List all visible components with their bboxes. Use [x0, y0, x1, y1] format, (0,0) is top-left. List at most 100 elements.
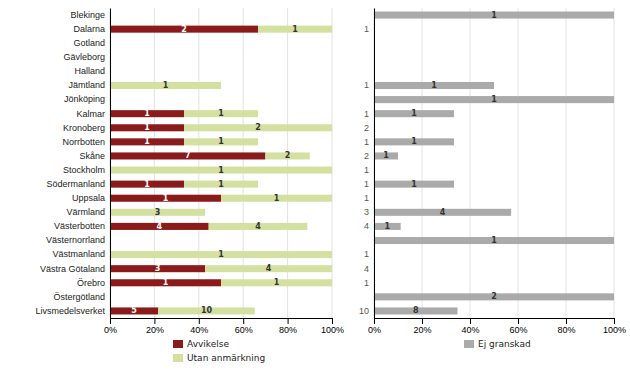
y-tick: 1	[364, 80, 374, 90]
tick-label: 60%	[509, 325, 527, 335]
bar	[221, 195, 332, 202]
y-tick: Jämtland	[68, 80, 110, 90]
bar	[374, 237, 614, 244]
tick-label: Skåne	[79, 151, 105, 161]
y-axis: 1112121113414110	[359, 9, 375, 319]
chart-panel: 2111711431511121211134141100%20%40%60%80…	[35, 8, 344, 363]
bars	[110, 26, 332, 315]
data-label: 7	[185, 151, 191, 160]
tick-label: Uppsala	[72, 193, 105, 203]
data-label: 2	[255, 123, 261, 132]
y-tick: Kronoberg	[63, 123, 110, 133]
grid-line	[470, 8, 471, 318]
y-tick: 1	[364, 278, 374, 288]
bar	[209, 223, 308, 230]
axis-line	[110, 9, 111, 319]
chart-canvas: 2111711431511121211134141100%20%40%60%80…	[0, 0, 630, 392]
y-tick: Jönköping	[64, 94, 110, 104]
tick-mark	[243, 318, 244, 324]
x-axis: 0%20%40%60%80%100%	[104, 318, 344, 335]
tick-mark	[288, 318, 289, 324]
tick-label: Stockholm	[63, 165, 105, 175]
data-label: 3	[155, 264, 161, 273]
y-tick: Västmanland	[52, 249, 110, 259]
data-label: 2	[491, 292, 497, 301]
bar	[374, 152, 398, 159]
data-label: 1	[411, 137, 417, 146]
data-label: 5	[131, 306, 137, 315]
y-tick: 1	[364, 249, 374, 259]
y-tick: 4	[364, 264, 374, 274]
tick-label: 10	[359, 306, 369, 316]
y-tick: Skåne	[79, 151, 110, 161]
tick-mark	[566, 318, 567, 324]
y-tick: Livsmedelsverket	[35, 306, 110, 316]
tick-label: 1	[364, 24, 369, 34]
bar	[374, 293, 614, 300]
y-tick: 1	[364, 24, 374, 34]
bar	[374, 12, 614, 19]
data-label: 1	[411, 180, 417, 189]
tick-label: 0%	[104, 325, 117, 335]
x-tick: 80%	[279, 318, 297, 335]
y-tick: Stockholm	[63, 165, 110, 175]
tick-label: Blekinge	[70, 10, 105, 20]
data-label: 1	[144, 137, 150, 146]
bar	[374, 96, 614, 103]
data-label: 1	[163, 81, 169, 90]
data-label: 2	[285, 151, 291, 160]
bar	[110, 167, 332, 174]
bar	[265, 152, 309, 159]
y-tick: Blekinge	[70, 10, 110, 20]
tick-label: Västmanland	[52, 249, 105, 259]
tick-label: 20%	[413, 325, 431, 335]
tick-label: 100%	[603, 325, 626, 335]
tick-label: 1	[364, 179, 369, 189]
bar	[158, 307, 255, 314]
tick-mark	[422, 318, 423, 324]
tick-label: 20%	[146, 325, 164, 335]
bar	[184, 124, 332, 131]
y-tick: 1	[364, 165, 374, 175]
bar	[374, 223, 401, 230]
tick-label: Västerbotten	[54, 221, 105, 231]
bar	[374, 181, 454, 188]
data-label: 4	[440, 208, 446, 217]
tick-label: 40%	[461, 325, 479, 335]
bar	[374, 82, 494, 89]
grid	[374, 8, 614, 318]
data-label: 1	[274, 194, 280, 203]
bar	[110, 110, 184, 117]
data-label: 1	[218, 180, 224, 189]
y-tick: Dalarna	[73, 24, 110, 34]
tick-label: Gotland	[73, 38, 105, 48]
tick-label: 80%	[279, 325, 297, 335]
y-tick: 4	[364, 221, 374, 231]
tick-mark	[470, 318, 471, 324]
tick-mark	[154, 318, 155, 324]
y-tick: Västerbotten	[54, 221, 110, 231]
bar	[184, 110, 258, 117]
data-label: 1	[218, 109, 224, 118]
data-label: 1	[385, 222, 391, 231]
bar	[110, 138, 184, 145]
bar	[110, 209, 205, 216]
y-tick: Östergötland	[53, 292, 110, 302]
data-label: 1	[491, 236, 497, 245]
x-tick: 40%	[190, 318, 208, 335]
data-label: 1	[491, 95, 497, 104]
data-label: 1	[274, 278, 280, 287]
tick-label: 1	[364, 165, 369, 175]
tick-label: Örebro	[77, 278, 105, 288]
data-label: 1	[411, 109, 417, 118]
x-tick: 80%	[557, 318, 575, 335]
tick-mark	[332, 318, 333, 324]
data-label: 1	[144, 123, 150, 132]
y-tick: Norrbotten	[62, 137, 110, 147]
tick-label: 0%	[368, 325, 381, 335]
bar	[110, 279, 221, 286]
tick-label: 1	[364, 109, 369, 119]
y-tick: Örebro	[77, 278, 110, 288]
data-label: 1	[218, 250, 224, 259]
tick-label: 1	[364, 249, 369, 259]
